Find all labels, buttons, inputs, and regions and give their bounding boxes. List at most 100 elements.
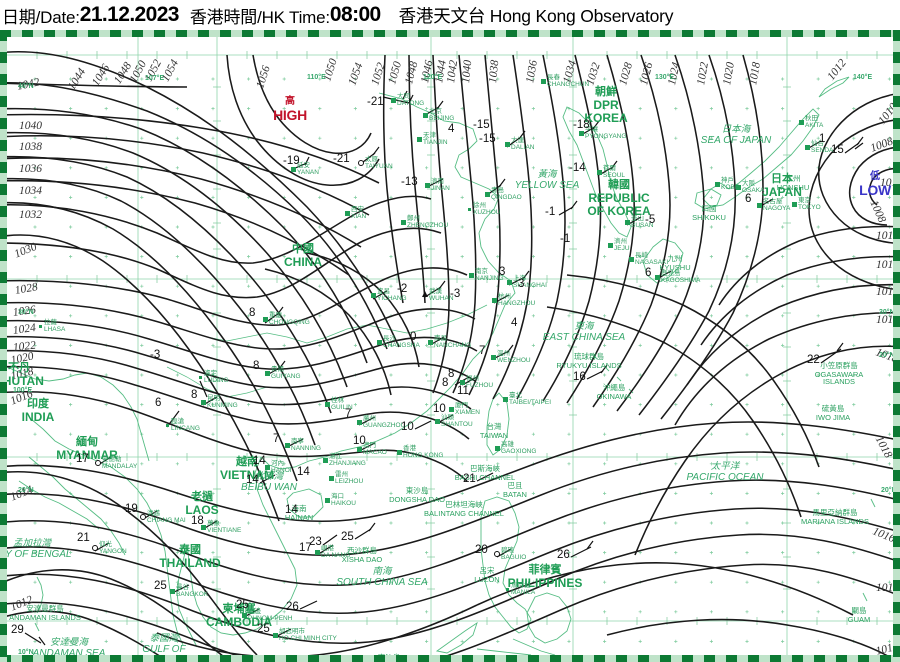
station-label: 長春 CHANGCHUN <box>547 74 589 89</box>
station-label-en: HANGZHOU <box>498 300 536 307</box>
station-square-marker <box>756 202 762 208</box>
station-label: 濟南 JINAN <box>431 178 450 193</box>
time-label: 香港時間/HK Time: <box>189 7 330 27</box>
country-label-cn: 泰國 <box>178 544 201 556</box>
country-label-en: BHUTAN <box>7 374 44 388</box>
station-square-marker <box>596 169 602 175</box>
pressure-symbol-en: LOW <box>859 182 891 198</box>
station-dot-marker <box>165 423 169 427</box>
station-label-cn: 神戶 <box>721 177 734 184</box>
station-temperature: 6 <box>745 193 752 205</box>
station-label-cn: 瀘定 <box>204 370 217 377</box>
island-label: 琉球群島 RYUKYU ISLANDS <box>556 353 621 369</box>
station-label-cn: 曼谷 <box>176 584 189 591</box>
station-square-marker <box>791 201 797 207</box>
sea-label: 北部灣 BEIBU WAN <box>241 472 297 493</box>
time-value: 08:00 <box>329 3 381 26</box>
offshore-temperature: 23 <box>309 536 322 548</box>
isobar-label: 1036 <box>19 163 42 175</box>
station-label-en: XUZHOU <box>473 209 501 216</box>
sea-label: 孟加拉灣BAY OF BENGAL <box>7 539 71 560</box>
country-label-en: INDIA <box>21 410 55 424</box>
isobar-label: 1014 <box>876 286 893 298</box>
surface-analysis-map: 1042 1044 1046 1048 1050 1052 1054 1056 1050 1054… <box>0 30 900 662</box>
island-label-en: MARIANA ISLANDS <box>801 516 869 526</box>
island-label-en: XISHA DAO <box>341 554 383 564</box>
station-square-marker <box>376 339 382 345</box>
sea-label-en: SOUTH CHINA SEA <box>336 576 428 588</box>
station-label: 鹿兒島 KAGOSHIMA <box>661 270 700 285</box>
graticule-label: 10°N <box>18 649 34 655</box>
island-label: 本州 HONSHU <box>777 175 810 191</box>
station-label-en: GUANGZHOU <box>363 422 406 429</box>
station-temperature: -2 <box>397 283 408 295</box>
island-label-cn: 小笠原群島 <box>820 361 858 370</box>
island-label-cn: 巴斯海峽 <box>470 464 500 473</box>
country-label: 不丹BHUTAN <box>7 363 44 388</box>
island-label: 呂宋 LUZON <box>474 567 499 583</box>
station-label-cn: 東京 <box>798 197 811 204</box>
station-temperature: -14 <box>569 162 586 174</box>
date-label: 日期/Date: <box>2 7 80 27</box>
station-circle-marker <box>358 160 364 166</box>
station-label-cn: 鄭州 <box>407 215 420 222</box>
station-square-marker <box>624 219 630 225</box>
graticule-label: 20°N <box>881 487 893 494</box>
country-label-en: DPR <box>593 98 619 112</box>
station-label-cn: 峴港 <box>321 545 334 552</box>
station-label-cn: 南京 <box>475 268 488 275</box>
station-label-cn: 北京 <box>429 108 442 115</box>
station-label-cn: 萬象 <box>207 520 220 527</box>
low-pressure-symbol: 低 LOW <box>853 167 893 198</box>
sea-label: 安達曼海 ANDAMAN SEA <box>33 638 106 655</box>
station-label-cn: 桂林 <box>331 397 344 404</box>
island-label-en: ISLANDS <box>822 377 856 387</box>
station-square-marker <box>264 464 270 470</box>
station-label: 香港 HONG KONG <box>403 445 444 460</box>
island-label: 巴且 BATAN <box>503 482 527 498</box>
station-square-marker <box>396 449 402 455</box>
graticule-label: 130°E <box>655 74 675 81</box>
sea-label-en: BEIBU WAN <box>241 481 297 493</box>
station-square-marker <box>578 130 584 136</box>
station-square-marker <box>714 181 720 187</box>
station-label-cn: 湛江 <box>329 453 342 460</box>
station-square-marker <box>798 119 804 125</box>
station-label: 桂林 GUILIN <box>331 397 353 412</box>
isobar-label: 1012 <box>876 259 893 271</box>
station-label: 長崎 NAGASAKI <box>635 252 668 267</box>
station-label-en: LINCANG <box>171 425 200 432</box>
island-label: 海南 HAINAN <box>285 505 313 521</box>
station-label-en: BANGKOK <box>176 591 209 598</box>
station-label: 秋田 AKITA <box>805 115 823 130</box>
country-label: 緬甸 MYANMAR <box>56 437 118 462</box>
station-label: 碧瑤 BAGUIO <box>501 547 526 562</box>
station-label-en: JINAN <box>431 185 450 192</box>
country-label-cn: 日本 <box>770 173 793 185</box>
station-triangle-marker <box>422 291 428 297</box>
offshore-temperature: 8 <box>442 377 449 389</box>
station-label-en: CHIANG MAI <box>147 517 186 524</box>
station-dot-marker <box>198 375 202 379</box>
station-label: 峴港 DA NANG <box>321 545 350 560</box>
station-square-marker <box>390 97 396 103</box>
station-label-cn: 貴陽 <box>271 366 284 373</box>
station-label-cn: 首爾 <box>603 165 616 172</box>
station-label: 貴陽 GUIYANG <box>271 366 301 381</box>
station-label-en: YICHANG <box>377 295 407 302</box>
station-label: 仰光 YANGON <box>99 541 127 556</box>
station-label: 大連 DALIAN <box>511 137 534 152</box>
country-label-cn: 越南 <box>236 456 258 468</box>
station-label: 釜山 BUSAN <box>631 215 653 230</box>
isobars <box>7 50 893 655</box>
island-label-en: OKINAWA <box>596 391 632 401</box>
station-temperature: 7 <box>345 408 352 420</box>
station-label: 武漢 WUHAN <box>429 288 454 303</box>
graticule-label: 20°N <box>18 487 34 494</box>
station-label-en: HONG KONG <box>403 452 444 459</box>
station-label-cn: 香港 <box>403 445 416 452</box>
island-label: 安達曼群島 ANDAMAN ISLANDS <box>9 605 81 621</box>
island-label-cn: 台灣 <box>486 422 502 431</box>
station-label: 高雄 GAOXIONG <box>501 441 536 456</box>
